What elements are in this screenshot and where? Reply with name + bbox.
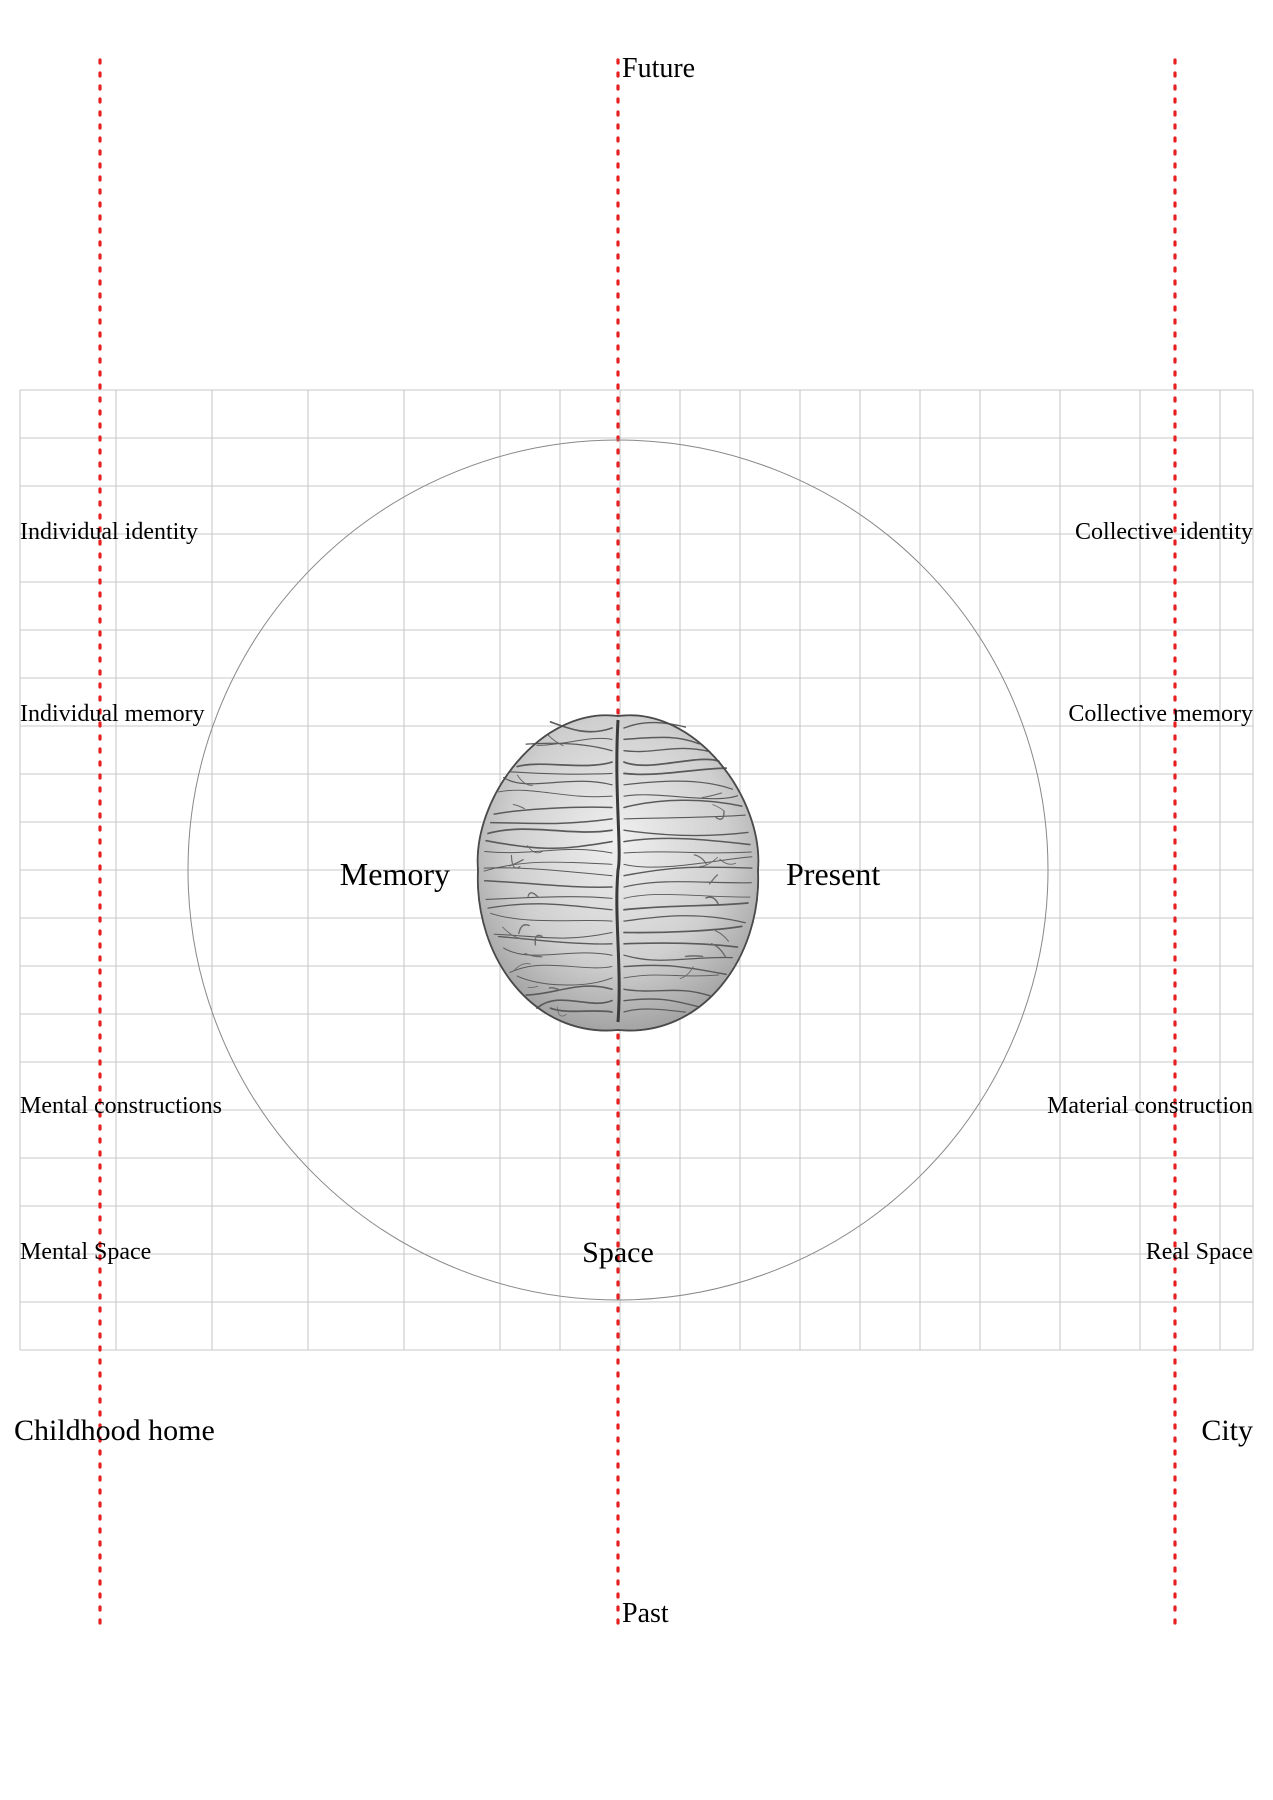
label-childhood-home: Childhood home [14,1414,215,1448]
label-collective-identity: Collective identity [1075,519,1253,546]
label-collective-memory: Collective memory [1068,701,1253,728]
label-city: City [1201,1414,1253,1448]
label-mental-constructions: Mental constructions [20,1093,222,1120]
label-real-space: Real Space [1146,1239,1253,1266]
label-future: Future [622,53,695,85]
label-individual-memory: Individual memory [20,701,205,728]
label-space: Space [582,1236,654,1270]
brain-icon [478,715,759,1030]
diagram-canvas [0,0,1273,1800]
label-memory: Memory [340,856,450,893]
label-present: Present [786,856,880,893]
label-individual-identity: Individual identity [20,519,198,546]
label-past: Past [622,1598,669,1630]
label-material-construction: Material construction [1047,1093,1253,1120]
label-mental-space: Mental Space [20,1239,151,1266]
